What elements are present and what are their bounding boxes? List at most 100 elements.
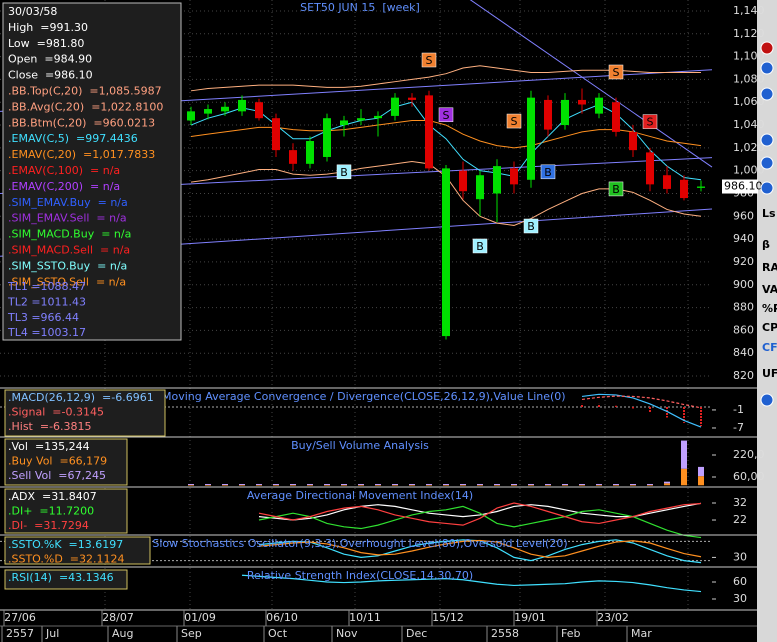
volume-bar xyxy=(647,484,653,486)
date-label: Sep xyxy=(181,627,202,640)
y-tick-label: 60,00 xyxy=(733,470,765,483)
toolbar-icon[interactable] xyxy=(760,41,774,55)
info-line: Open =984.90 xyxy=(8,53,92,66)
volume-bar xyxy=(562,484,568,486)
volume-bar xyxy=(596,484,602,486)
trend-line-label: TL1 =1088.47 xyxy=(7,280,86,293)
candle-body xyxy=(374,115,382,119)
y-tick-label: 1,020 xyxy=(733,141,765,154)
panel-title: Slow Stochastics Oscillator(9,3,3),Overh… xyxy=(152,537,567,550)
candle-body xyxy=(544,99,552,130)
info-line: High =991.30 xyxy=(8,21,88,34)
candle-body xyxy=(323,118,331,157)
candle-body xyxy=(272,118,280,151)
candle-body xyxy=(578,99,586,105)
panel-title: Buy/Sell Volume Analysis xyxy=(291,439,429,452)
y-tick-label: 32 xyxy=(733,496,747,509)
candle-body xyxy=(476,175,484,200)
candle-body xyxy=(697,186,705,188)
y-tick-label: 940 xyxy=(733,232,754,245)
panel-info-line: .ADX =31.8407 xyxy=(8,490,97,503)
indicator-line xyxy=(258,502,702,526)
volume-bar xyxy=(477,484,483,486)
candle-body xyxy=(221,106,229,112)
toolbar-button[interactable]: CF xyxy=(762,341,777,354)
date-label: 2557 xyxy=(6,627,34,640)
candle-body xyxy=(680,179,688,199)
info-line: .BB.Btm(C,20) =960.0213 xyxy=(8,116,155,129)
info-line: .SIM_MACD.Sell = n/a xyxy=(8,244,130,257)
signal-label: S xyxy=(613,66,620,79)
volume-bar xyxy=(409,484,415,486)
volume-bar xyxy=(664,481,670,484)
date-label: 19/01 xyxy=(514,611,546,624)
volume-bar xyxy=(528,484,534,486)
info-line: .SIM_SSTO.Buy = n/a xyxy=(8,259,127,272)
panel-info-line: .Buy Vol =66,179 xyxy=(8,455,107,468)
toolbar-icon[interactable] xyxy=(760,181,774,195)
candle-body xyxy=(595,97,603,114)
toolbar-button[interactable]: β xyxy=(762,238,770,251)
panel-title: Relative Strength Index(CLOSE,14,30,70) xyxy=(247,569,473,582)
trend-line-label: TL4 =1003.17 xyxy=(7,326,86,339)
volume-bar xyxy=(681,468,687,486)
trend-line xyxy=(469,0,713,168)
signal-label: B xyxy=(340,166,348,179)
date-label: 10/11 xyxy=(349,611,381,624)
panel-info-line: .Signal =-0.3145 xyxy=(8,406,104,419)
toolbar-button[interactable]: VA xyxy=(762,283,777,296)
signal-label: B xyxy=(544,166,552,179)
volume-bar xyxy=(630,484,636,486)
signal-marker xyxy=(336,164,352,180)
toolbar-icon[interactable] xyxy=(760,133,774,147)
candle-body xyxy=(493,166,501,194)
volume-bar xyxy=(358,484,364,486)
y-tick-label: 840 xyxy=(733,346,754,359)
info-line: .EMAV(C,200) = n/a xyxy=(8,180,120,193)
signal-label: S xyxy=(647,116,654,129)
volume-bar xyxy=(579,484,585,486)
volume-bar xyxy=(188,484,194,486)
volume-bar xyxy=(205,484,211,486)
toolbar-button[interactable]: RA xyxy=(762,261,777,274)
toolbar-icon[interactable] xyxy=(760,156,774,170)
toolbar-button[interactable]: Ls xyxy=(762,207,776,220)
signal-marker xyxy=(472,238,488,254)
volume-bar xyxy=(511,484,517,486)
info-line: .EMAV(C,20) =1,017.7833 xyxy=(8,148,155,161)
toolbar-icon[interactable] xyxy=(760,61,774,75)
candle-body xyxy=(306,141,314,164)
candle-body xyxy=(255,102,263,119)
candle-body xyxy=(425,95,433,169)
y-tick-label: 1,120 xyxy=(733,27,765,40)
volume-bar xyxy=(358,484,364,486)
info-line: .SIM_MACD.Buy = n/a xyxy=(8,228,131,241)
volume-bar xyxy=(239,484,245,486)
volume-bar xyxy=(443,484,449,486)
date-label: 23/02 xyxy=(597,611,629,624)
volume-bar xyxy=(256,484,262,486)
signal-label: S xyxy=(511,115,518,128)
date-label: 27/06 xyxy=(4,611,36,624)
toolbar-button[interactable]: %P xyxy=(762,302,777,315)
panel-info-box xyxy=(4,438,128,486)
candle-body xyxy=(612,102,620,132)
toolbar-button[interactable]: UF xyxy=(762,367,777,380)
toolbar-button[interactable]: CP xyxy=(762,321,777,334)
y-tick-label: 1,060 xyxy=(733,95,765,108)
panel-info-box xyxy=(4,536,151,565)
volume-bar xyxy=(290,484,296,486)
volume-bar xyxy=(511,484,517,486)
volume-bar xyxy=(545,484,551,486)
signal-label: B xyxy=(612,183,620,196)
volume-bar xyxy=(426,484,432,486)
toolbar-icon[interactable] xyxy=(760,393,774,407)
date-label: 06/10 xyxy=(266,611,298,624)
last-price-tag xyxy=(722,179,758,194)
y-tick-label: 22 xyxy=(733,513,747,526)
toolbar-icon[interactable] xyxy=(760,87,774,101)
date-label: Jul xyxy=(45,627,59,640)
candle-body xyxy=(459,170,467,192)
candle-body xyxy=(289,150,297,164)
